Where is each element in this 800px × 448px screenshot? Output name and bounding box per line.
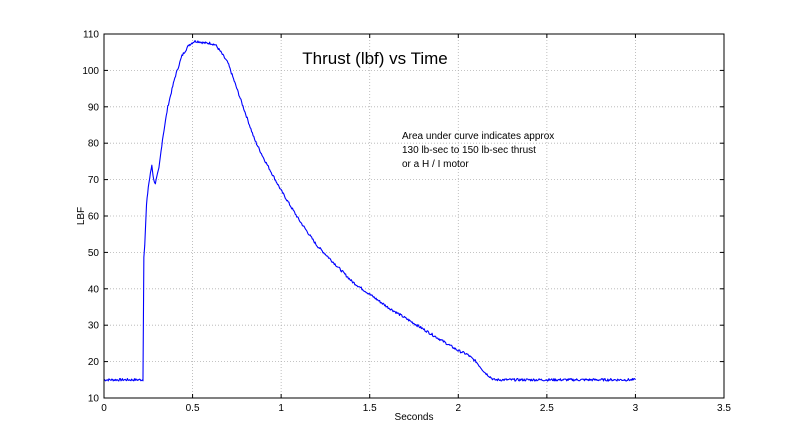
y-tick-label: 20 bbox=[88, 357, 100, 368]
x-tick-label: 1.5 bbox=[363, 403, 377, 414]
x-axis-label: Seconds bbox=[395, 412, 434, 423]
annotation-line-3: or a H / I motor bbox=[402, 159, 469, 170]
annotation-line-1: Area under curve indicates approx bbox=[402, 131, 554, 142]
y-tick-labels: 10 20 30 40 50 60 70 80 90 100 110 bbox=[82, 30, 99, 405]
plot-frame bbox=[103, 33, 725, 399]
x-tick-label: 3.5 bbox=[717, 403, 731, 414]
chart-title: Thrust (lbf) vs Time bbox=[302, 49, 447, 68]
x-tick-label: 0 bbox=[101, 403, 107, 414]
x-tick-label: 0.5 bbox=[186, 403, 200, 414]
x-tick-label: 2.5 bbox=[540, 403, 554, 414]
y-tick-label: 30 bbox=[88, 321, 100, 332]
y-tick-label: 70 bbox=[88, 175, 100, 186]
x-tick-labels: 0 0.5 1 1.5 2 2.5 3 3.5 bbox=[101, 403, 731, 414]
y-tick-label: 40 bbox=[88, 284, 100, 295]
x-tick-label: 1 bbox=[278, 403, 284, 414]
y-tick-label: 50 bbox=[88, 248, 100, 259]
y-tick-label: 10 bbox=[88, 394, 100, 405]
y-tick-label: 90 bbox=[88, 102, 100, 113]
thrust-series-line bbox=[103, 39, 636, 382]
x-tick-label: 3 bbox=[633, 403, 639, 414]
x-tick-label: 2 bbox=[456, 403, 462, 414]
y-tick-label: 60 bbox=[88, 212, 100, 223]
y-tick-label: 100 bbox=[82, 66, 99, 77]
y-tick-label: 80 bbox=[88, 139, 100, 150]
y-axis-label: LBF bbox=[76, 207, 87, 225]
grid-lines bbox=[104, 34, 724, 398]
annotation-line-2: 130 lb-sec to 150 lb-sec thrust bbox=[402, 145, 536, 156]
y-tick-label: 110 bbox=[83, 30, 99, 41]
